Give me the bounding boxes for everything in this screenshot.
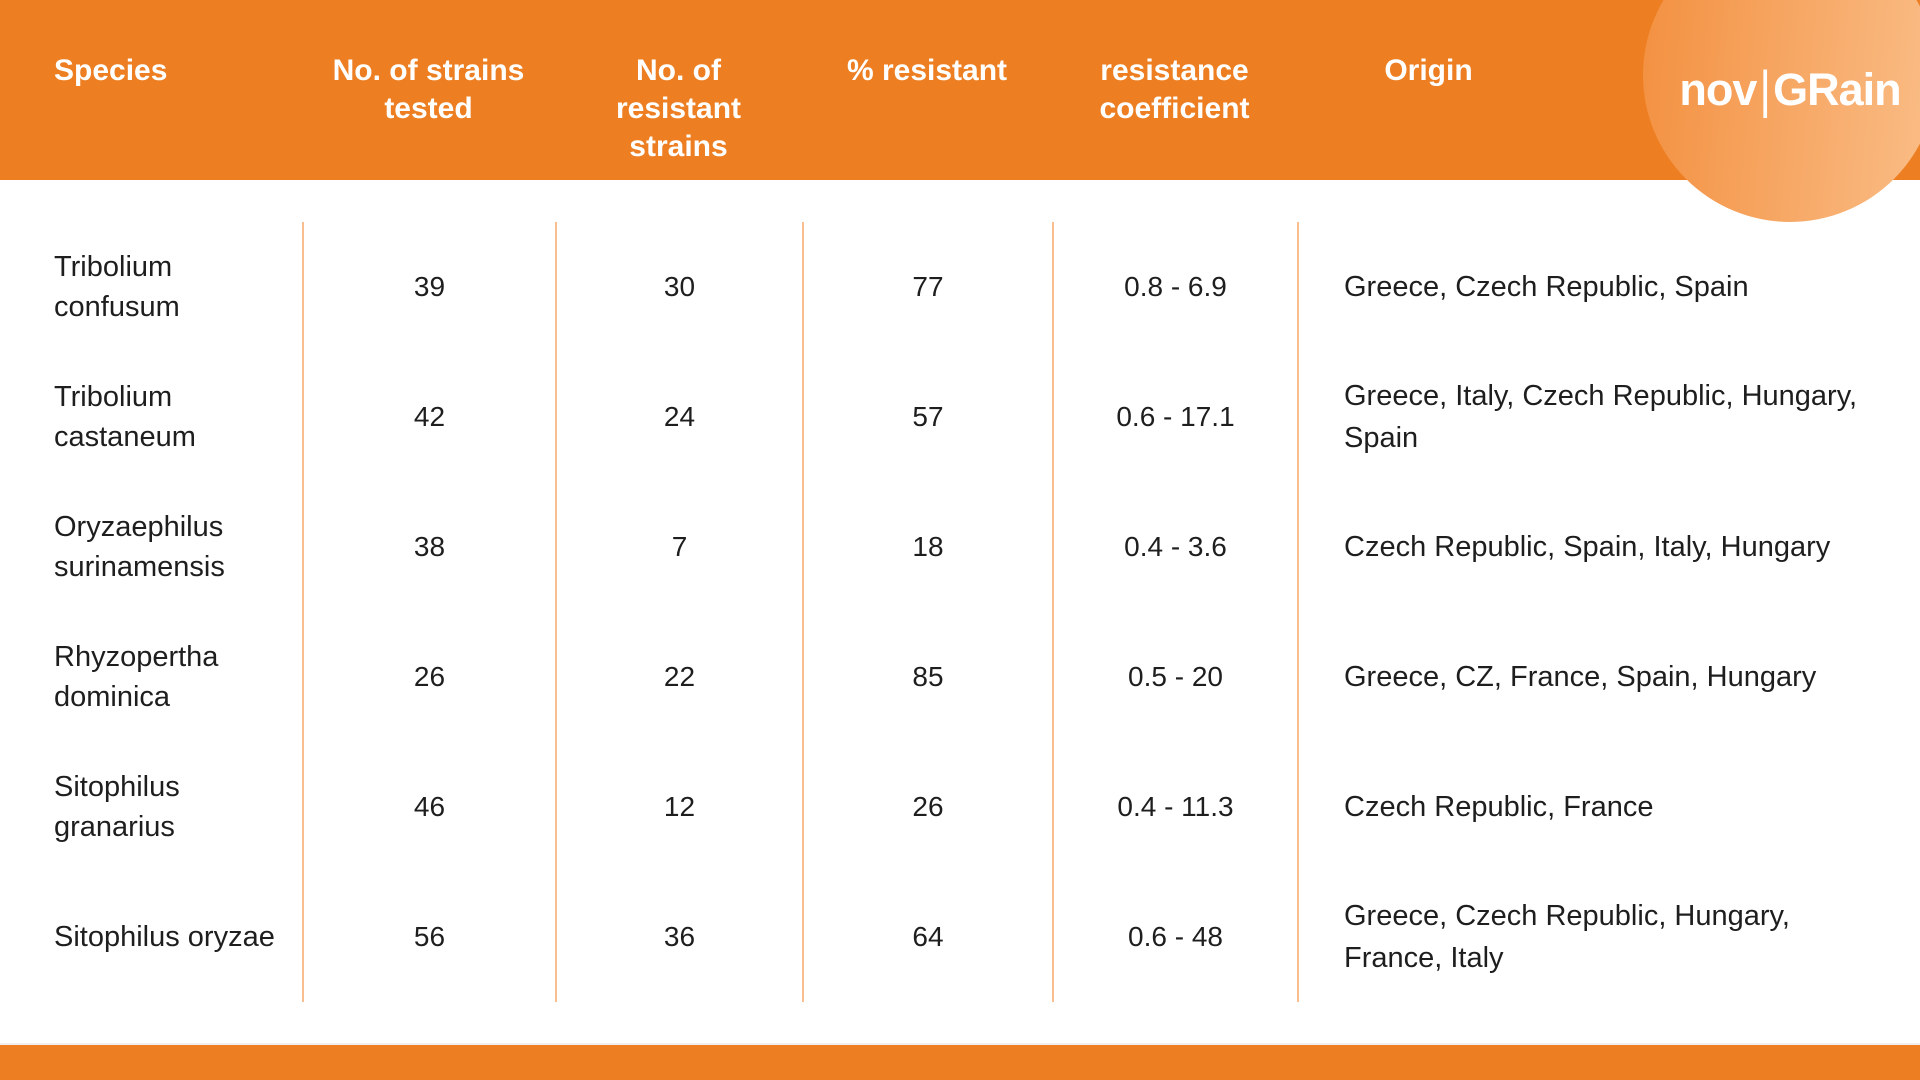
percent-resistant-value: 57 bbox=[912, 401, 944, 432]
table-row: Tribolium castaneum 42 24 57 0.6 - 17.1 … bbox=[0, 352, 1920, 482]
resistance-coefficient-value: 0.5 - 20 bbox=[1128, 661, 1223, 692]
column-header-species: Species bbox=[0, 0, 302, 166]
strains-tested-value: 26 bbox=[413, 661, 446, 692]
table-row: Sitophilus granarius 46 12 26 0.4 - 11.3… bbox=[0, 742, 1920, 872]
origin-value: Greece, Czech Republic, Spain bbox=[1344, 271, 1749, 303]
resistance-coefficient-cell: 0.8 - 6.9 bbox=[1052, 222, 1297, 352]
species-name: Rhyzopertha dominica bbox=[54, 641, 219, 713]
percent-resistant-cell: 64 bbox=[802, 872, 1052, 1002]
percent-resistant-cell: 77 bbox=[802, 222, 1052, 352]
table-row: Tribolium confusum 39 30 77 0.8 - 6.9 Gr… bbox=[0, 222, 1920, 352]
species-cell: Tribolium confusum bbox=[0, 222, 302, 352]
resistant-strains-value: 7 bbox=[671, 531, 688, 562]
strains-tested-value: 39 bbox=[413, 271, 446, 302]
origin-cell: Greece, Czech Republic, Hungary, France,… bbox=[1297, 872, 1920, 1002]
strains-tested-cell: 56 bbox=[302, 872, 555, 1002]
column-header-label: No. of resistant strains bbox=[615, 54, 742, 163]
percent-resistant-value: 77 bbox=[912, 271, 944, 302]
resistant-strains-cell: 7 bbox=[555, 482, 802, 612]
header-row: Species No. of strains tested No. of res… bbox=[0, 0, 1920, 166]
brand-logo: nov | GRain bbox=[1640, 0, 1920, 180]
column-header-label: No. of strains tested bbox=[332, 54, 525, 125]
percent-resistant-value: 18 bbox=[912, 531, 944, 562]
species-name: Tribolium castaneum bbox=[54, 381, 196, 453]
column-header-label: Origin bbox=[1384, 54, 1473, 87]
species-cell: Oryzaephilus surinamensis bbox=[0, 482, 302, 612]
resistant-strains-cell: 12 bbox=[555, 742, 802, 872]
resistant-strains-value: 12 bbox=[663, 791, 696, 822]
resistant-strains-value: 22 bbox=[663, 661, 696, 692]
brand-logo-separator: | bbox=[1759, 60, 1771, 119]
column-header-strains-tested: No. of strains tested bbox=[302, 0, 555, 166]
resistance-coefficient-value: 0.4 - 11.3 bbox=[1117, 791, 1234, 822]
resistant-strains-value: 30 bbox=[663, 271, 696, 302]
resistant-strains-cell: 24 bbox=[555, 352, 802, 482]
table-row: Oryzaephilus surinamensis 38 7 18 0.4 - … bbox=[0, 482, 1920, 612]
percent-resistant-cell: 57 bbox=[802, 352, 1052, 482]
origin-value: Greece, Czech Republic, Hungary, France,… bbox=[1344, 900, 1790, 974]
origin-cell: Czech Republic, Spain, Italy, Hungary bbox=[1297, 482, 1920, 612]
strains-tested-value: 46 bbox=[413, 791, 446, 822]
strains-tested-value: 42 bbox=[413, 401, 446, 432]
resistant-strains-cell: 30 bbox=[555, 222, 802, 352]
resistant-strains-cell: 22 bbox=[555, 612, 802, 742]
resistant-strains-value: 36 bbox=[663, 921, 696, 952]
column-header-percent-resistant: % resistant bbox=[802, 0, 1052, 166]
percent-resistant-cell: 18 bbox=[802, 482, 1052, 612]
strains-tested-cell: 42 bbox=[302, 352, 555, 482]
column-header-label: resistance coefficient bbox=[1099, 54, 1250, 125]
brand-logo-nov: nov bbox=[1679, 64, 1757, 115]
resistant-strains-value: 24 bbox=[663, 401, 696, 432]
species-cell: Tribolium castaneum bbox=[0, 352, 302, 482]
percent-resistant-cell: 26 bbox=[802, 742, 1052, 872]
strains-tested-cell: 39 bbox=[302, 222, 555, 352]
origin-value: Czech Republic, France bbox=[1344, 791, 1654, 823]
species-name: Sitophilus granarius bbox=[54, 771, 180, 843]
species-cell: Sitophilus granarius bbox=[0, 742, 302, 872]
column-header-origin: Origin bbox=[1297, 0, 1920, 166]
strains-tested-cell: 26 bbox=[302, 612, 555, 742]
resistance-coefficient-cell: 0.4 - 3.6 bbox=[1052, 482, 1297, 612]
resistance-coefficient-value: 0.6 - 48 bbox=[1128, 921, 1223, 952]
species-cell: Sitophilus oryzae bbox=[0, 872, 302, 1002]
origin-cell: Czech Republic, France bbox=[1297, 742, 1920, 872]
origin-value: Greece, Italy, Czech Republic, Hungary, … bbox=[1344, 380, 1858, 454]
table-row: Sitophilus oryzae 56 36 64 0.6 - 48 Gree… bbox=[0, 872, 1920, 1002]
percent-resistant-value: 64 bbox=[912, 921, 944, 952]
resistant-strains-cell: 36 bbox=[555, 872, 802, 1002]
table-row: Rhyzopertha dominica 26 22 85 0.5 - 20 G… bbox=[0, 612, 1920, 742]
column-header-label: % resistant bbox=[846, 54, 1008, 87]
column-header-label: Species bbox=[54, 54, 168, 87]
species-name: Sitophilus oryzae bbox=[54, 921, 275, 953]
resistance-coefficient-value: 0.4 - 3.6 bbox=[1124, 531, 1227, 562]
table-header-bar: Species No. of strains tested No. of res… bbox=[0, 0, 1920, 180]
species-cell: Rhyzopertha dominica bbox=[0, 612, 302, 742]
resistance-coefficient-value: 0.6 - 17.1 bbox=[1116, 401, 1235, 432]
strains-tested-cell: 46 bbox=[302, 742, 555, 872]
origin-cell: Greece, Italy, Czech Republic, Hungary, … bbox=[1297, 352, 1920, 482]
strains-tested-value: 56 bbox=[413, 921, 446, 952]
origin-cell: Greece, Czech Republic, Spain bbox=[1297, 222, 1920, 352]
resistance-coefficient-cell: 0.4 - 11.3 bbox=[1052, 742, 1297, 872]
brand-logo-grain: GRain bbox=[1773, 64, 1902, 115]
footer-bar bbox=[0, 1043, 1920, 1080]
column-header-resistance-coefficient: resistance coefficient bbox=[1052, 0, 1297, 166]
percent-resistant-cell: 85 bbox=[802, 612, 1052, 742]
percent-resistant-value: 26 bbox=[912, 791, 944, 822]
origin-cell: Greece, CZ, France, Spain, Hungary bbox=[1297, 612, 1920, 742]
column-header-resistant-strains: No. of resistant strains bbox=[555, 0, 802, 166]
resistance-coefficient-cell: 0.5 - 20 bbox=[1052, 612, 1297, 742]
strains-tested-value: 38 bbox=[413, 531, 446, 562]
origin-value: Greece, CZ, France, Spain, Hungary bbox=[1344, 661, 1817, 693]
table-body: Tribolium confusum 39 30 77 0.8 - 6.9 Gr… bbox=[0, 222, 1920, 1002]
resistance-coefficient-value: 0.8 - 6.9 bbox=[1124, 271, 1227, 302]
species-name: Oryzaephilus surinamensis bbox=[54, 511, 225, 583]
resistance-coefficient-cell: 0.6 - 17.1 bbox=[1052, 352, 1297, 482]
origin-value: Czech Republic, Spain, Italy, Hungary bbox=[1344, 531, 1831, 563]
resistance-coefficient-cell: 0.6 - 48 bbox=[1052, 872, 1297, 1002]
percent-resistant-value: 85 bbox=[912, 661, 944, 692]
strains-tested-cell: 38 bbox=[302, 482, 555, 612]
species-name: Tribolium confusum bbox=[54, 251, 180, 323]
